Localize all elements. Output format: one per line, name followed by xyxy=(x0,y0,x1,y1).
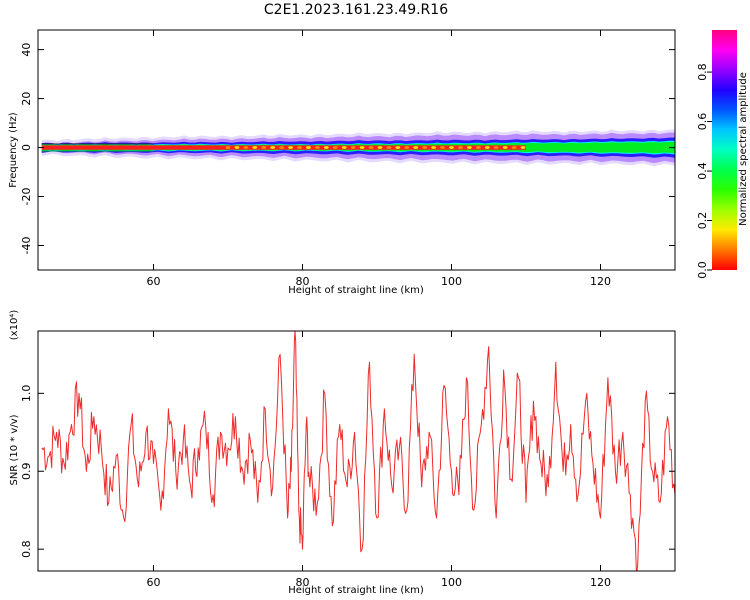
colorbar-tick-label: 0.6 xyxy=(696,113,709,130)
spectrogram-frame xyxy=(37,29,676,271)
band-hotspot xyxy=(368,146,374,149)
snr-ticks: 60 80 100 120 0.8 0.9 1.0 xyxy=(20,331,675,589)
band-hotspot xyxy=(341,146,347,149)
snr-y-tick-label: 0.8 xyxy=(20,540,33,558)
band-hotspot xyxy=(431,146,437,149)
band-hotspot xyxy=(493,146,499,149)
snr-y-tick-label: 1.0 xyxy=(20,385,33,403)
colorbar-scale xyxy=(712,30,737,270)
spectrogram-x-tick-label: 120 xyxy=(590,275,611,288)
figure-title: C2E1.2023.161.23.49.R16 xyxy=(264,2,448,18)
spectrogram-x-axis-label: Height of straight line (km) xyxy=(288,285,424,296)
band-hotspot xyxy=(502,146,508,149)
band-hotspot xyxy=(520,146,526,149)
band-hotspot xyxy=(323,146,329,149)
colorbar-ticks: 0.0 0.2 0.4 0.6 0.8 xyxy=(696,63,712,279)
band-hotspot xyxy=(386,146,392,149)
colorbar: 0.0 0.2 0.4 0.6 0.8 Normalized spectral ampl… xyxy=(696,30,749,279)
spectrogram-x-tick-label: 60 xyxy=(146,275,160,288)
colorbar-label: Normalized spectral amplitude xyxy=(738,72,749,226)
band-hotspot xyxy=(466,146,472,149)
snr-x-axis-label: Height of straight line (km) xyxy=(288,585,424,596)
band-hotspot xyxy=(395,146,401,149)
band-hotspot xyxy=(422,146,428,149)
snr-series-line xyxy=(41,331,675,571)
snr-y-axis-label: SNR (10 * v/v) xyxy=(9,414,20,485)
spectrogram-x-tick-label: 100 xyxy=(441,275,462,288)
spectrogram-x-tick-label: 80 xyxy=(295,275,309,288)
band-hotspot xyxy=(288,146,293,149)
band-hotspot xyxy=(297,146,302,149)
band-hotspot xyxy=(332,146,338,149)
colorbar-tick-label: 0.8 xyxy=(696,63,709,81)
band-core-tail xyxy=(525,145,675,150)
spectral-band xyxy=(41,129,675,167)
band-hotspot xyxy=(484,146,490,149)
band-hotspot xyxy=(404,146,410,149)
band-hotspot xyxy=(350,146,356,149)
band-hotspot xyxy=(234,146,240,149)
spectrogram-y-tick-label: 0 xyxy=(20,144,33,151)
band-hotspot xyxy=(458,146,463,149)
band-hotspot xyxy=(475,146,481,149)
spectrogram-y-tick-label: -20 xyxy=(20,188,33,206)
snr-y-tick-label: 0.9 xyxy=(20,463,33,481)
band-hotspot xyxy=(279,146,285,149)
band-hotspot xyxy=(306,146,311,149)
colorbar-tick-label: 0.4 xyxy=(696,162,709,180)
spectrogram-y-axis-label: Frequency (Hz) xyxy=(8,112,19,188)
band-hotspot xyxy=(440,146,445,149)
band-hotspot xyxy=(359,146,365,149)
spectrogram-panel: 60 80 100 120 40 20 0 -20 -40 Height of straight… xyxy=(8,29,676,296)
spectrogram-y-tick-label: 20 xyxy=(20,92,33,106)
band-hotspot xyxy=(252,146,258,149)
band-hotspot xyxy=(243,146,249,149)
snr-x-tick-label: 100 xyxy=(441,576,462,589)
snr-x-tick-label: 120 xyxy=(590,576,611,589)
snr-x-tick-label: 60 xyxy=(146,576,160,589)
snr-frame xyxy=(37,330,676,572)
spectrogram-y-tick-label: 40 xyxy=(20,43,33,57)
band-hotspot xyxy=(225,146,231,149)
snr-x-tick-label: 80 xyxy=(295,576,309,589)
band-hotspot xyxy=(377,146,383,149)
band-hotspot xyxy=(314,146,320,149)
band-hotspot xyxy=(270,146,276,149)
band-hotspot xyxy=(413,146,419,149)
colorbar-tick-label: 0.0 xyxy=(696,261,709,279)
band-hotspot xyxy=(261,146,267,149)
snr-panel: 60 80 100 120 0.8 0.9 1.0 Height of straight l… xyxy=(9,310,676,596)
band-hotspot xyxy=(511,146,517,149)
spectrogram-ticks: 60 80 100 120 40 20 0 -20 -40 xyxy=(20,30,675,288)
spectrogram-y-tick-label: -40 xyxy=(20,237,33,255)
colorbar-tick-label: 0.2 xyxy=(696,212,709,230)
snr-multiplier-label: (x10⁴) xyxy=(9,310,20,341)
band-hotspot xyxy=(449,146,454,149)
